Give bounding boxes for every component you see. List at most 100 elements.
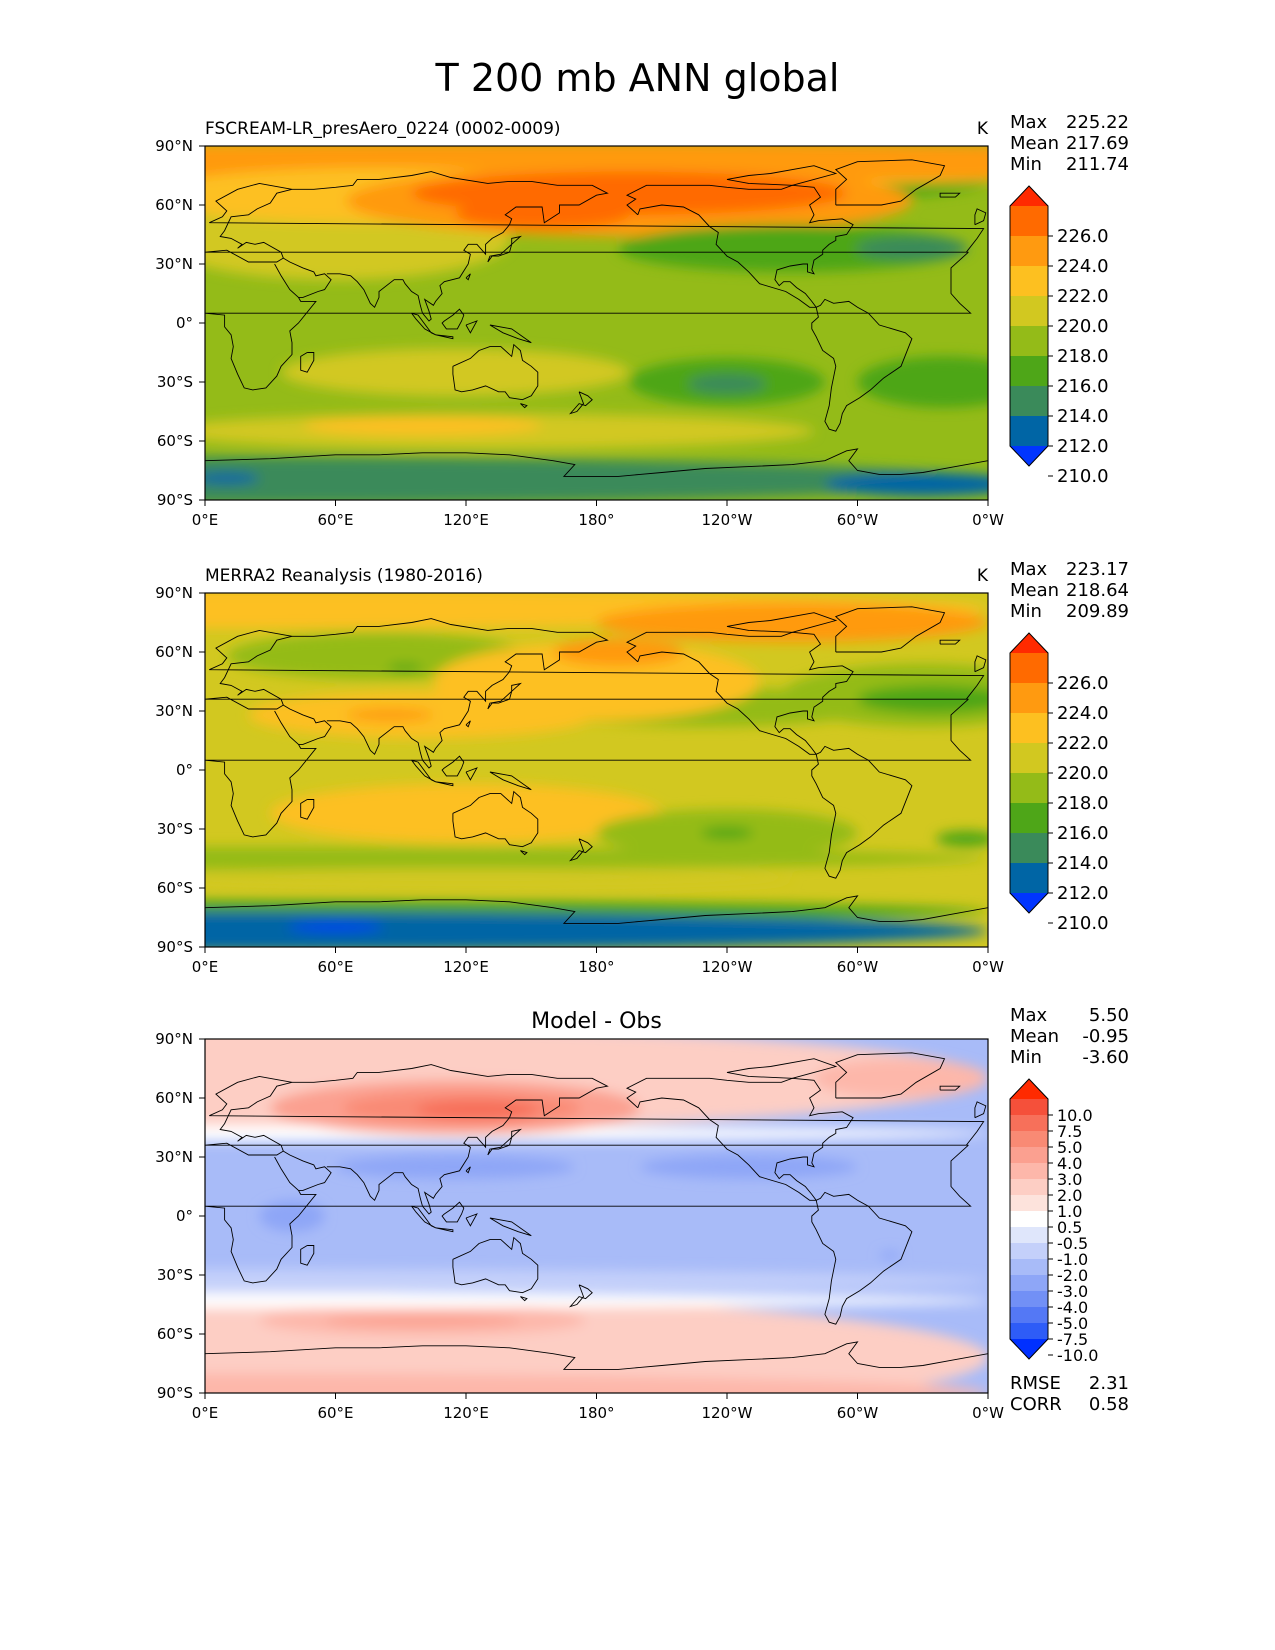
field-region-13 [640, 1155, 858, 1179]
colorbar-tick-label: 1.0 [1057, 1202, 1082, 1221]
coastline-10 [465, 1213, 478, 1227]
field-region-13 [553, 638, 684, 666]
colorbar-extend-top [1010, 186, 1048, 206]
coastline-13 [520, 850, 528, 856]
panel-title-left: MERRA2 Reanalysis (1980-2016) [205, 566, 483, 586]
stat-label-mean: Mean [1010, 1026, 1059, 1047]
coastlines [205, 606, 988, 924]
y-tick-label: 0° [176, 1207, 193, 1225]
figure-title: T 200 mb ANN global [435, 56, 840, 100]
colorbar-tick-label: 222.0 [1057, 286, 1109, 307]
panel-3: 0°E 60°E 120°E 180° 120°W 60°W 0°W 90°N 60°N 30°N… [155, 1005, 1129, 1422]
colorbar-segment [1010, 1227, 1048, 1244]
x-tick-label: 0°W [972, 958, 1004, 976]
colorbar-tick-label: 224.0 [1057, 256, 1109, 277]
x-tick-label: 120°W [702, 511, 753, 529]
coastline-9 [441, 755, 465, 777]
coastline-10 [465, 320, 478, 334]
y-tick-label: 30°S [157, 820, 193, 838]
field-region-4 [205, 1292, 988, 1309]
colorbar-segment [1010, 1259, 1048, 1276]
coastline-19 [974, 655, 987, 673]
coastline-15 [625, 631, 913, 879]
x-tick-label: 180° [578, 511, 614, 529]
colorbar-segment [1010, 326, 1048, 357]
colorbar-tick-label: 226.0 [1057, 673, 1109, 694]
coastline-11 [489, 1217, 532, 1237]
y-tick-label: 90°S [157, 938, 193, 956]
colorbar-segment [1010, 1147, 1048, 1164]
field-region-11 [814, 1058, 988, 1099]
colorbar-tick-label: -3.0 [1057, 1282, 1088, 1301]
stat-value-min: 209.89 [1066, 601, 1129, 622]
field-region-1 [205, 456, 988, 500]
y-tick-label: 0° [176, 314, 193, 332]
stat-value-max: 225.22 [1066, 112, 1129, 133]
map-field [205, 1039, 988, 1393]
colorbar-segment [1010, 266, 1048, 297]
colorbar-segment [1010, 1163, 1048, 1180]
map-field [205, 146, 988, 500]
coastline-18 [939, 192, 961, 198]
field-region-12 [433, 642, 760, 721]
x-tick-label: 120°E [443, 511, 489, 529]
colorbar-tick-label: 7.5 [1057, 1122, 1082, 1141]
field-region-10 [855, 236, 969, 261]
x-tick-label: 0°W [972, 511, 1004, 529]
stat-value-mean: -0.95 [1082, 1026, 1129, 1047]
field-region-17 [824, 472, 988, 497]
y-tick-label: 60°S [157, 432, 193, 450]
colorbar-tick-label: 222.0 [1057, 733, 1109, 754]
colorbar-segment [1010, 1275, 1048, 1292]
coastline-20 [205, 1341, 988, 1370]
y-tick-label: 30°S [157, 373, 193, 391]
colorbar: 10.07.55.04.03.02.01.00.5-0.5-1.0-2.0-3.… [1009, 1078, 1098, 1365]
coastline-0 [205, 1075, 985, 1156]
coastline-9 [441, 1201, 465, 1223]
stat-label-mean: Mean [1010, 133, 1059, 154]
coastline-15 [625, 1077, 913, 1325]
coastline-13 [520, 1296, 528, 1302]
colorbar-segment [1010, 236, 1048, 267]
panel-2: 0°E 60°E 120°E 180° 120°W 60°W 0°W 90°N 60°N 30°N… [155, 559, 1129, 976]
field-region-2 [287, 923, 384, 932]
stat-label-max: Max [1010, 112, 1048, 133]
field-region-13 [302, 415, 543, 436]
colorbar-segment [1010, 1099, 1048, 1116]
colorbar-segment [1010, 1115, 1048, 1132]
coastline-17 [726, 1058, 838, 1079]
stat-value-mean: 218.64 [1066, 580, 1129, 601]
colorbar-segment [1010, 713, 1048, 744]
panel-1: 0°E 60°E 120°E 180° 120°W 60°W 0°W 90°N 60°N 30°N… [155, 112, 1129, 529]
x-tick-label: 120°W [702, 1404, 753, 1422]
colorbar-tick-label: 226.0 [1057, 226, 1109, 247]
y-tick-label: 60°S [157, 1325, 193, 1343]
coastline-14 [569, 838, 593, 862]
field-region-1 [205, 1373, 988, 1393]
colorbar-tick-label: -10.0 [1057, 1346, 1098, 1365]
x-tick-label: 60°W [837, 511, 879, 529]
panel-units: K [977, 119, 989, 139]
field-region-16 [857, 356, 988, 408]
stat-label-min: Min [1010, 601, 1042, 622]
coastline-2 [300, 352, 315, 373]
colorbar-tick-label: -7.5 [1057, 1330, 1088, 1349]
stat-value-min: -3.60 [1082, 1047, 1129, 1068]
coastline-4 [292, 171, 609, 322]
x-tick-label: 120°W [702, 958, 753, 976]
coastline-15 [625, 184, 913, 432]
colorbar-tick-label: 212.0 [1057, 883, 1109, 904]
x-tick-label: 120°E [443, 958, 489, 976]
coastline-11 [489, 771, 532, 791]
field-region-1 [205, 911, 988, 947]
y-tick-label: 60°S [157, 879, 193, 897]
colorbar-extend-top [1010, 633, 1048, 653]
coastline-5 [487, 235, 522, 263]
colorbar-segment [1010, 386, 1048, 417]
map-field [205, 593, 988, 947]
colorbar-segment [1010, 1307, 1048, 1324]
coastline-19 [974, 208, 987, 226]
coastline-6 [465, 273, 471, 281]
coastline-18 [939, 639, 961, 645]
y-tick-label: 60°N [155, 1089, 193, 1107]
